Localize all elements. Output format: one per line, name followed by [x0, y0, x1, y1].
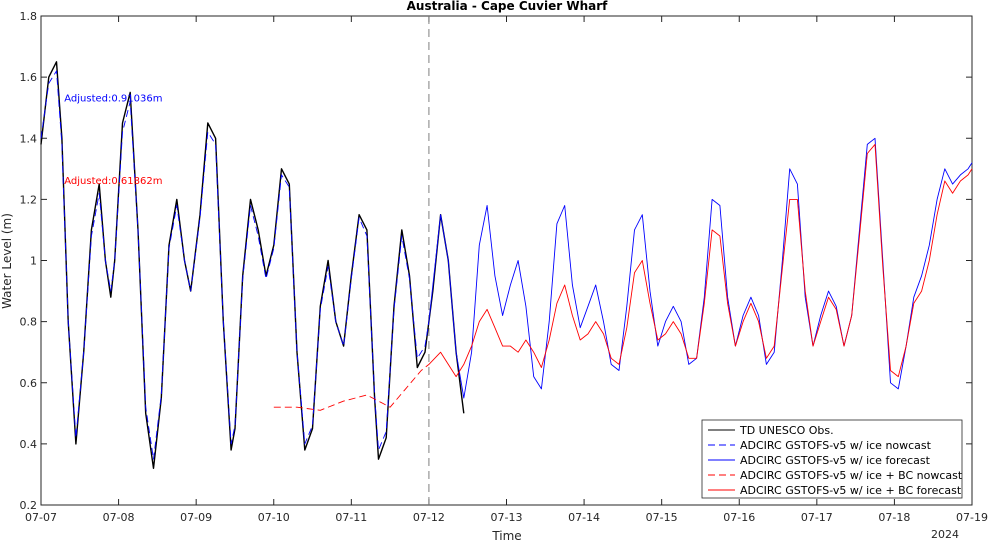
legend-label-adcirc-gstofs-v5-w-ice-bc-nowcast: ADCIRC GSTOFS-v5 w/ ice + BC nowcast — [740, 469, 963, 482]
x-tick-label: 07-19 — [956, 511, 988, 524]
x-tick-label: 07-11 — [335, 511, 367, 524]
legend-label-adcirc-gstofs-v5-w-ice-forecast: ADCIRC GSTOFS-v5 w/ ice forecast — [740, 454, 931, 467]
annotation-label: Adjusted:0.61862m — [64, 176, 162, 187]
series-group — [40, 61, 973, 469]
series-line-adcirc-gstofs-v5-w-ice-bc-forecast — [428, 143, 973, 378]
y-tick-label: 0.8 — [20, 316, 38, 329]
y-axis-title: Water Level (m) — [0, 213, 14, 309]
y-tick-label: 1.2 — [20, 193, 38, 206]
x-tick-label: 07-09 — [180, 511, 212, 524]
x-tick-label: 07-10 — [258, 511, 290, 524]
x-year-label: 2024 — [931, 528, 959, 541]
x-tick-label: 07-12 — [413, 511, 445, 524]
x-tick-label: 07-18 — [878, 511, 910, 524]
legend-label-adcirc-gstofs-v5-w-ice-bc-forecast: ADCIRC GSTOFS-v5 w/ ice + BC forecast — [740, 484, 962, 497]
legend: TD UNESCO Obs. ADCIRC GSTOFS-v5 w/ ice no… — [701, 419, 963, 499]
y-tick-label: 1 — [30, 255, 37, 268]
legend-label-adcirc-gstofs-v5-w-ice-nowcast: ADCIRC GSTOFS-v5 w/ ice nowcast — [740, 439, 932, 452]
series-line-adcirc-gstofs-v5-w-ice-nowcast — [40, 70, 430, 460]
x-axis-title: Time — [491, 529, 521, 541]
y-tick-label: 1.8 — [20, 10, 38, 23]
annotation-label: Adjusted:0.91036m — [64, 94, 162, 105]
x-tick-label: 07-16 — [723, 511, 755, 524]
annotations-group: Adjusted:0.91036m Adjusted:0.61862m — [64, 94, 162, 188]
x-tick-label: 07-14 — [568, 511, 600, 524]
legend-label-td-unesco-obs: TD UNESCO Obs. — [739, 424, 834, 437]
y-tick-label: 1.6 — [20, 71, 38, 84]
x-tick-label: 07-17 — [801, 511, 833, 524]
axis-ticks: 07-07 07-08 07-09 07-10 07-11 07-12 07-13 07-14… — [20, 10, 988, 524]
chart-title: Australia - Cape Cuvier Wharf — [407, 0, 609, 13]
x-tick-label: 07-07 — [25, 511, 57, 524]
x-tick-label: 07-08 — [103, 511, 135, 524]
y-tick-label: 1.4 — [20, 132, 38, 145]
legend-box — [701, 419, 963, 499]
y-tick-label: 0.6 — [20, 377, 38, 390]
y-tick-label: 0.2 — [20, 499, 38, 512]
x-tick-label: 07-13 — [491, 511, 523, 524]
x-tick-label: 07-15 — [646, 511, 678, 524]
y-tick-label: 0.4 — [20, 438, 38, 451]
